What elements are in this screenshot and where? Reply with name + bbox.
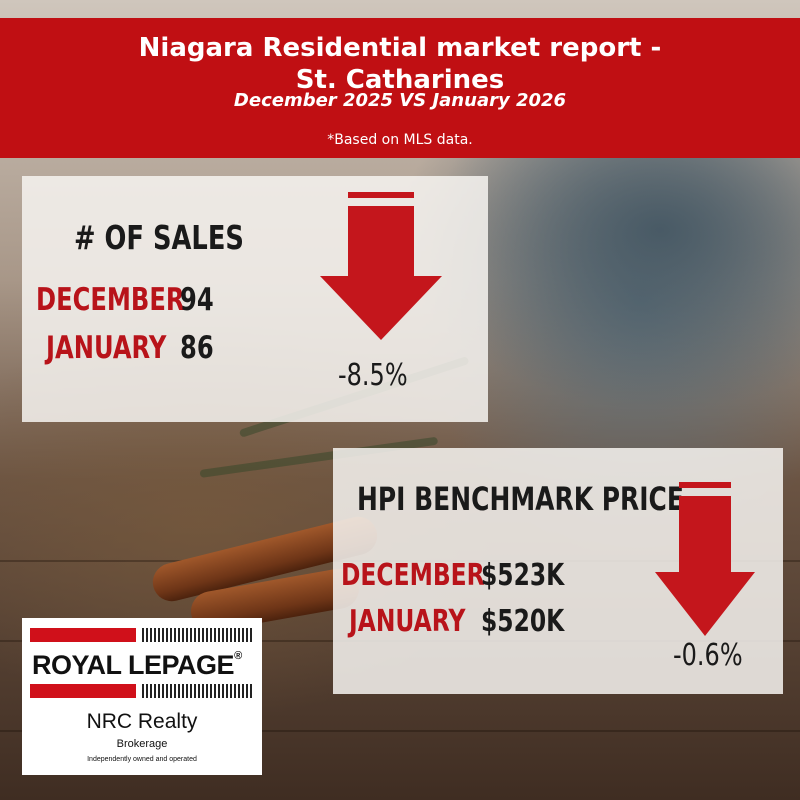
brokerage-logo: ROYAL LEPAGE® NRC Realty Brokerage Indep… bbox=[22, 618, 262, 775]
sales-december-label: DECEMBER bbox=[36, 282, 185, 318]
down-arrow-icon bbox=[320, 192, 442, 340]
hpi-december-value: $523K bbox=[481, 558, 565, 593]
hpi-january-value: $520K bbox=[481, 604, 565, 639]
sales-change-percent: -8.5% bbox=[338, 358, 408, 393]
registered-mark: ® bbox=[234, 650, 242, 662]
wood-grain bbox=[0, 730, 800, 732]
sales-panel: # OF SALES DECEMBER 94 JANUARY 86 -8.5% bbox=[22, 176, 488, 422]
logo-red-bar bbox=[30, 684, 136, 698]
hpi-december-label: DECEMBER bbox=[341, 558, 485, 593]
hpi-change-percent: -0.6% bbox=[673, 638, 743, 673]
sales-january-value: 86 bbox=[180, 330, 214, 366]
hpi-january-label: JANUARY bbox=[349, 604, 466, 639]
hpi-panel: HPI BENCHMARK PRICE DECEMBER $523K JANUA… bbox=[333, 448, 783, 694]
logo-brand-text: ROYAL LEPAGE bbox=[32, 650, 235, 680]
report-title-line1: Niagara Residential market report - bbox=[138, 33, 662, 63]
logo-red-bar bbox=[30, 628, 136, 642]
logo-brand: ROYAL LEPAGE® bbox=[32, 650, 242, 681]
office-name: NRC Realty bbox=[86, 710, 198, 733]
hpi-heading: HPI BENCHMARK PRICE bbox=[357, 480, 684, 518]
office-type: Brokerage bbox=[116, 738, 168, 750]
sales-heading: # OF SALES bbox=[74, 218, 244, 257]
report-title: Niagara Residential market report - St. … bbox=[0, 32, 800, 96]
sales-january-label: JANUARY bbox=[46, 330, 167, 366]
down-arrow-icon bbox=[655, 482, 755, 636]
report-subtitle: December 2025 VS January 2026 bbox=[233, 90, 567, 111]
data-source-note: *Based on MLS data. bbox=[327, 132, 473, 148]
report-header: Niagara Residential market report - St. … bbox=[0, 18, 800, 158]
report-title-line2: St. Catharines bbox=[295, 65, 505, 95]
logo-stripes bbox=[142, 684, 252, 698]
office-tagline: Independently owned and operated bbox=[87, 756, 197, 763]
logo-stripes bbox=[142, 628, 252, 642]
sales-december-value: 94 bbox=[180, 282, 214, 318]
